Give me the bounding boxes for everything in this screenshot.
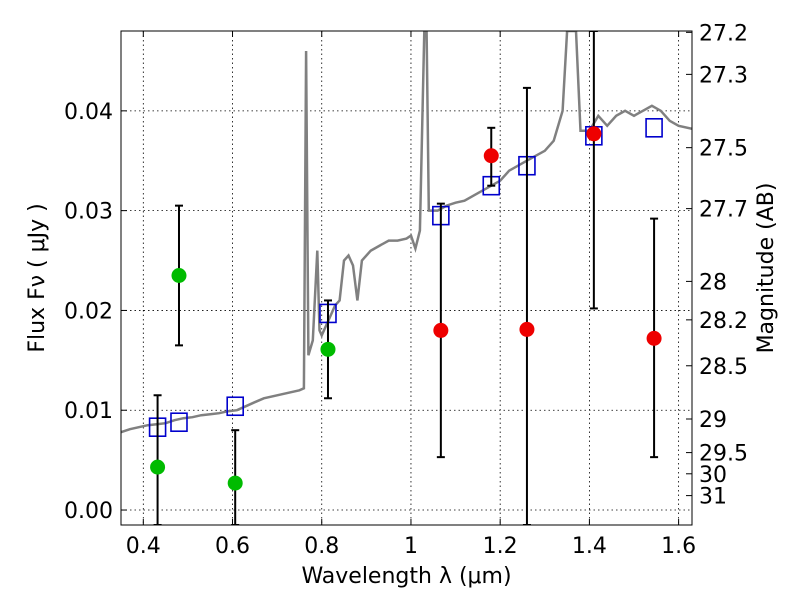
grid-lines: [121, 31, 692, 525]
x-tick-label: 1.4: [572, 534, 607, 559]
green-data-point: [320, 341, 336, 357]
x-axis-label: Wavelength λ (μm): [301, 564, 511, 589]
x-tick-label: 0.6: [215, 534, 250, 559]
green-data-point: [171, 268, 187, 284]
x-tick-label: 1.2: [483, 534, 518, 559]
red-data-point: [483, 148, 499, 164]
model-square-marker: [645, 118, 663, 138]
mag-tick-label: 29.5: [699, 442, 748, 467]
green-data-point: [150, 459, 166, 475]
x-tick-label: 0.4: [126, 534, 161, 559]
plot-area: [121, 31, 692, 525]
y-tick-label: 0.04: [64, 100, 113, 125]
spectrum-line: [121, 31, 692, 434]
mag-tick-label: 28.2: [699, 309, 748, 334]
red-data-point: [646, 330, 662, 346]
y-tick-label: 0.02: [64, 299, 113, 324]
mag-tick-label: 28: [699, 270, 727, 295]
x-tick-label: 1: [404, 534, 418, 559]
mag-tick-label: 27.3: [699, 63, 748, 88]
y-tick-label: 0.00: [64, 499, 113, 524]
mag-tick-label: 27.2: [699, 21, 748, 46]
green-data-point: [227, 475, 243, 491]
model-square-marker: [226, 396, 244, 417]
y-tick-label: 0.03: [64, 200, 113, 225]
y-axis-right-label: Magnitude (AB): [754, 183, 779, 354]
mag-tick-label: 31: [699, 485, 727, 510]
x-tick-label: 1.6: [661, 534, 696, 559]
axis-ticks: 0.4 0.6 0.8 1 1.2 1.4 1.6 0.00 0.01 0.02 0.03 0.04 2…: [64, 21, 748, 559]
y-tick-label: 0.01: [64, 399, 113, 424]
y-axis-label: Flux Fν ( μJy ): [25, 203, 50, 352]
mag-tick-label: 27.7: [699, 198, 748, 223]
red-data-point: [519, 321, 535, 337]
mag-tick-label: 29: [699, 408, 727, 433]
model-square-marker: [170, 412, 188, 433]
red-data-point: [433, 322, 449, 338]
x-tick-label: 0.8: [304, 534, 339, 559]
plot-frame: [120, 30, 693, 526]
mag-tick-label: 28.5: [699, 355, 748, 380]
mag-tick-label: 27.5: [699, 137, 748, 162]
red-data-point: [586, 126, 602, 142]
mag-tick-label: 30: [699, 463, 727, 488]
